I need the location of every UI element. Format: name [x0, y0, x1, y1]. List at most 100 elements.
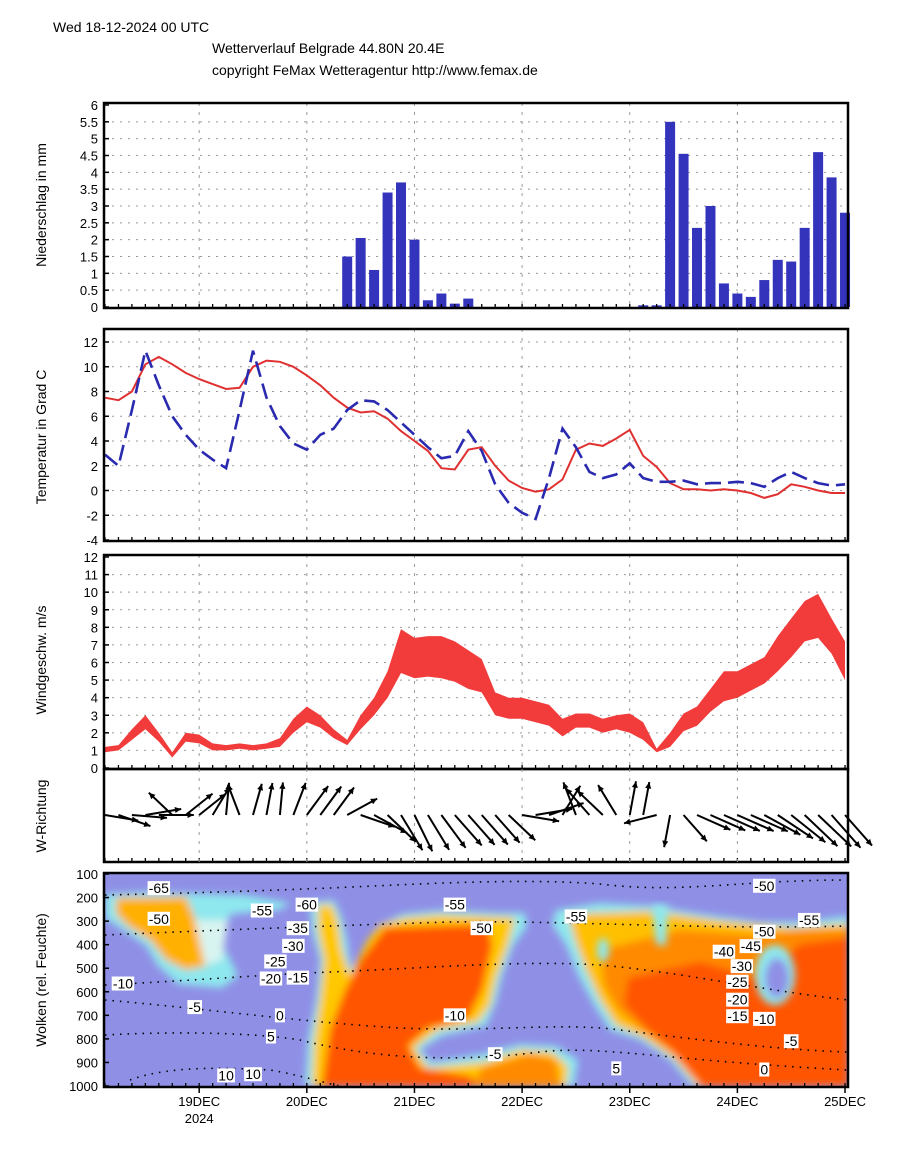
pressure-tick-label: 300 [76, 914, 98, 929]
pressure-tick-label: 100 [76, 867, 98, 882]
contour-label: -5 [187, 999, 203, 1015]
y-tick-label: 0 [91, 761, 98, 776]
wind-arrow [790, 814, 826, 844]
contour-label-box [726, 992, 749, 1007]
contour-label-box [443, 1008, 467, 1023]
wind-arrow-head [335, 786, 342, 794]
wind-arrow-shaft [830, 814, 862, 849]
precip-bar [759, 280, 770, 307]
wind-arrow-head [174, 807, 182, 814]
y-tick-label: 1.5 [80, 250, 98, 265]
contour-label-box [250, 903, 274, 918]
contour-label: 5 [265, 1029, 276, 1045]
pressure-tick-label: 900 [76, 1055, 98, 1070]
y-tick-label: 2.5 [80, 216, 98, 231]
temperature-line [104, 355, 845, 499]
precip-bar [665, 121, 676, 307]
contour-label-text: -40 [714, 944, 734, 960]
wind-arrow [750, 814, 789, 833]
wind-arrow-head [426, 844, 433, 852]
wind-arrow [413, 814, 434, 852]
wind-arrow [332, 786, 355, 816]
contour-label-box [187, 1000, 203, 1015]
y-tick-label: 5 [91, 132, 98, 147]
contour-label: -60 [295, 897, 319, 913]
contour-label-text: -30 [732, 958, 752, 974]
contour-label-text: -10 [445, 1007, 465, 1023]
contour-label-box [295, 897, 319, 912]
wind-arrow [803, 814, 839, 847]
contour-label: -55 [443, 897, 467, 913]
cloud-hole [765, 958, 789, 998]
wind-arrow [562, 781, 577, 816]
y-tick-label: 5.5 [80, 115, 98, 130]
isotherm-lines [105, 879, 847, 1086]
wind-arrow-head [818, 835, 826, 843]
contour-label-box [286, 970, 310, 985]
wind-speed-axis-title: Windgeschw. m/s [33, 606, 49, 715]
pressure-tick-label: 1000 [69, 1079, 98, 1094]
contour-label-text: -35 [288, 920, 308, 936]
contour-label: -35 [286, 920, 310, 936]
wind-arrow-head [766, 825, 774, 832]
contour-label: -25 [264, 953, 287, 969]
temperature-panel: -4 -2 0 2 4 6 8 10 12 [84, 327, 850, 548]
contour-label-box [726, 1009, 749, 1024]
wind-arrow [597, 784, 618, 816]
wind-arrow-head [830, 839, 838, 847]
contour-label: -50 [753, 924, 776, 940]
wind-arrow [226, 784, 241, 816]
wind-arrow-head [443, 842, 450, 850]
temperature-axis-title: Temperatur in Grad C [33, 370, 49, 505]
precip-bar [382, 192, 393, 307]
wind-arrow-shaft [803, 814, 839, 847]
y-tick-label: 8 [91, 385, 98, 400]
wind-arrow-head [793, 829, 801, 835]
wind-arrow [467, 814, 496, 846]
contour-label-box [753, 924, 776, 939]
contour-label-text: -55 [799, 912, 819, 928]
wind-arrow-head [780, 826, 788, 832]
contour-label-text: -60 [297, 897, 317, 913]
wind-arrow [145, 807, 182, 816]
wind-arrow [480, 814, 509, 846]
contour-label-text: -45 [741, 938, 761, 954]
wind-arrow-head [370, 798, 378, 805]
contour-label-box [783, 1034, 799, 1049]
contour-label-text: 10 [218, 1067, 234, 1083]
contour-label-box [797, 912, 821, 927]
contour-label: -10 [111, 976, 135, 992]
precip-bar [369, 269, 380, 307]
x-tick-label: 21DEC [394, 1094, 436, 1109]
y-tick-label: 10 [84, 585, 98, 600]
contour-label-text: -65 [149, 880, 169, 896]
precip-bar [705, 206, 716, 307]
precip-bar [799, 227, 810, 307]
wind-arrow [576, 790, 604, 816]
y-tick-label: 4 [91, 691, 98, 706]
wind-arrow-head [513, 835, 520, 843]
wind-arrow [763, 814, 801, 836]
wind-speed-band [105, 593, 845, 758]
clouds-axis-title: Wolken (rel. Feuchte) [33, 913, 49, 1047]
wind-arrow-head [806, 832, 813, 839]
contour-label-text: -15 [727, 1008, 747, 1024]
wind-arrow-head [624, 818, 631, 825]
wind-arrow-shaft [454, 814, 483, 847]
wind-arrow-head [565, 788, 573, 796]
precip-bar [745, 296, 756, 307]
pressure-tick-label: 700 [76, 1008, 98, 1023]
wind-arrow-shaft [723, 814, 761, 832]
wind-arrow-head [662, 840, 669, 848]
wind-arrow [662, 814, 672, 848]
contour-label-box [726, 974, 749, 989]
wind-arrow [710, 814, 746, 832]
contour-label-text: -50 [754, 924, 774, 940]
wind-arrow [623, 814, 657, 825]
y-tick-label: 11 [85, 568, 99, 583]
contour-label-text: -55 [566, 908, 586, 924]
wind-arrow-shaft [400, 814, 424, 851]
wind-arrow-head [723, 824, 731, 831]
